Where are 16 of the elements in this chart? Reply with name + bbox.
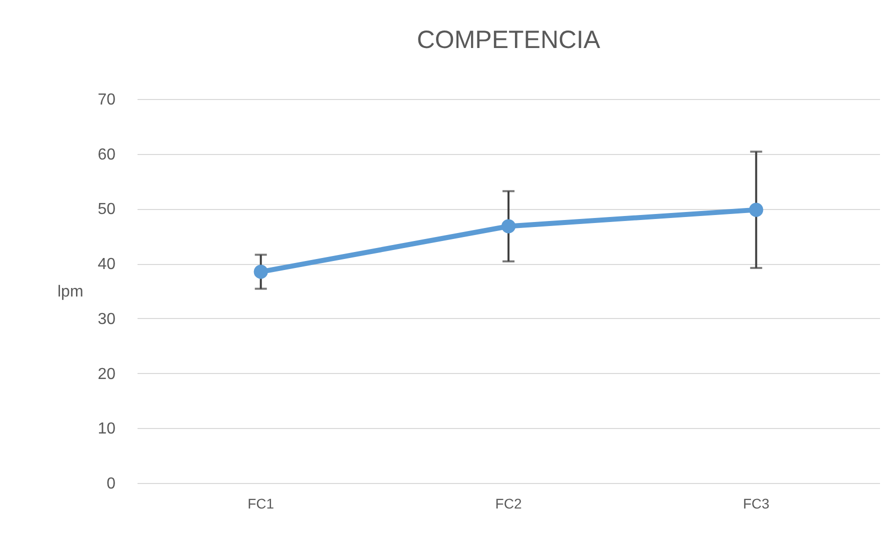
y-tick-label: 20 (98, 366, 116, 383)
y-tick-label: 0 (106, 476, 116, 492)
chart-title: COMPETENCIA (416, 26, 600, 54)
x-tick-label: FC3 (742, 496, 770, 512)
point (254, 264, 268, 279)
y-tick-label: 30 (98, 310, 116, 328)
y-tick-label: 40 (98, 256, 116, 274)
point (749, 202, 764, 217)
y-tick-label: 60 (98, 146, 116, 164)
y-tick-label: 50 (98, 201, 116, 218)
y-axis-title: lpm (58, 284, 84, 300)
x-tick-label: FC2 (495, 496, 522, 512)
point (501, 219, 516, 234)
x-tick-label: FC1 (248, 496, 274, 512)
y-tick-label: 70 (98, 92, 116, 108)
y-tick-label: 10 (98, 420, 116, 438)
